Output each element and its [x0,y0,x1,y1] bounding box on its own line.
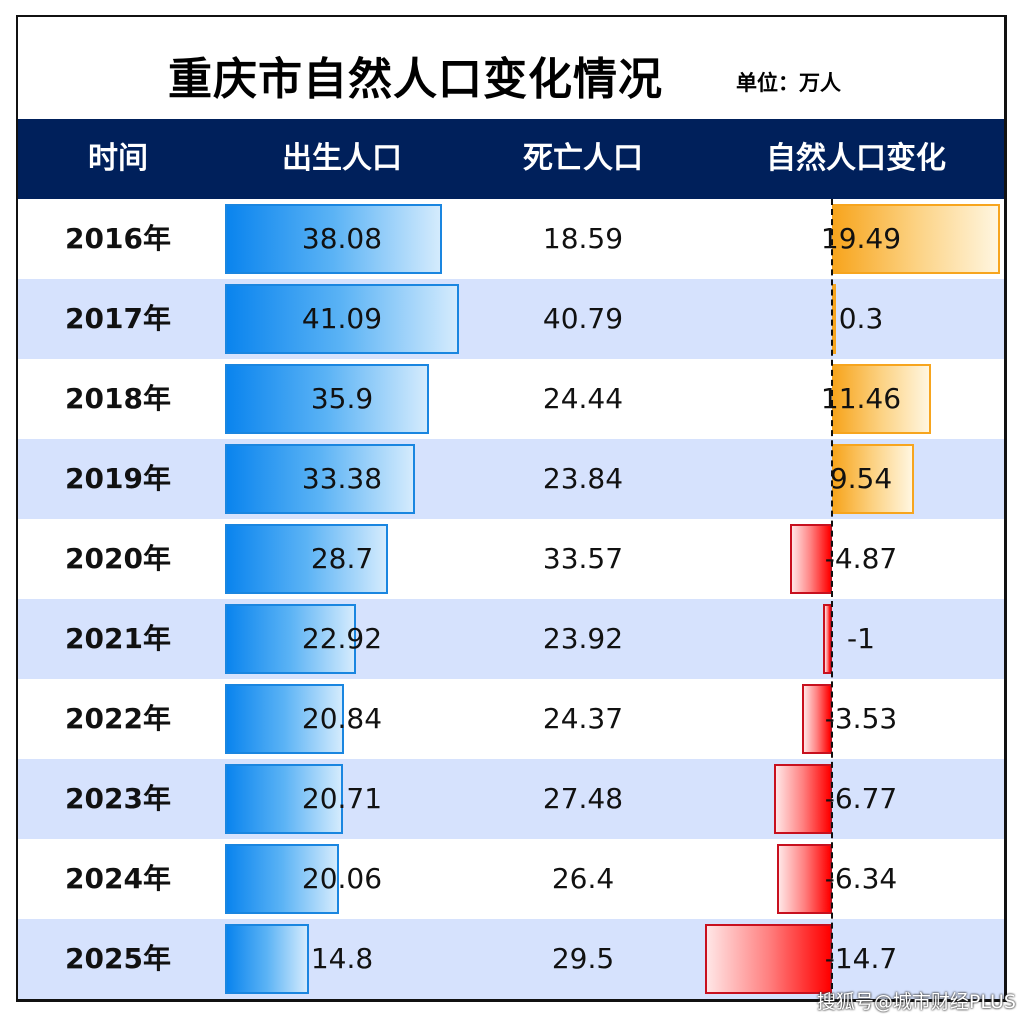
table-row: 2024年 20.06 26.4 -6.34 [18,839,1004,919]
table-row: 2020年 28.7 33.57 -4.87 [18,519,1004,599]
death-value: 23.92 [542,622,624,655]
year-label: 2023年 [65,782,171,815]
year-label: 2022年 [65,702,171,735]
birth-value: 38.08 [301,222,383,255]
birth-value: 20.06 [301,862,383,895]
death-value: 40.79 [542,302,624,335]
year-label: 2024年 [65,862,171,895]
year-label: 2018年 [65,382,171,415]
death-value: 24.37 [542,702,624,735]
natural-change-value: -3.53 [824,702,898,735]
table-row: 2023年 20.71 27.48 -6.77 [18,759,1004,839]
natural-increase-bar [832,204,1000,274]
birth-value: 14.8 [310,942,374,975]
death-value: 24.44 [542,382,624,415]
birth-value: 35.9 [310,382,374,415]
birth-bar [225,284,459,354]
year-label: 2025年 [65,942,171,975]
birth-bar [225,764,343,834]
birth-bar [225,364,429,434]
natural-decrease-bar [777,844,832,914]
title-row: 重庆市自然人口变化情况 单位：万人 [18,17,1004,119]
chart-frame: 重庆市自然人口变化情况 单位：万人 时间 出生人口 死亡人口 自然人口变化 20… [16,15,1007,1002]
table-row: 2019年 33.38 23.84 9.54 [18,439,1004,519]
birth-bar [225,444,415,514]
natural-change-value: 19.49 [820,222,902,255]
natural-decrease-bar [705,924,832,994]
death-value: 23.84 [542,462,624,495]
birth-bar [225,684,344,754]
table-body: 2016年 38.08 18.59 19.49 2017年 41.09 40.79 0.3 20… [18,199,1004,999]
natural-increase-bar [832,284,836,354]
natural-change-value: 11.46 [820,382,902,415]
birth-value: 20.71 [301,782,383,815]
birth-value: 41.09 [301,302,383,335]
birth-value: 22.92 [301,622,383,655]
zero-axis-line [831,199,833,999]
natural-change-value: -14.7 [824,942,898,975]
natural-change-value: 0.3 [838,302,884,335]
chart-title: 重庆市自然人口变化情况 [168,54,663,105]
year-label: 2020年 [65,542,171,575]
table-row: 2016年 38.08 18.59 19.49 [18,199,1004,279]
year-label: 2016年 [65,222,171,255]
column-header-births: 出生人口 [282,141,402,176]
death-value: 29.5 [551,942,615,975]
table-row: 2021年 22.92 23.92 -1 [18,599,1004,679]
death-value: 26.4 [551,862,615,895]
column-header-natural-change: 自然人口变化 [766,141,946,176]
birth-value: 33.38 [301,462,383,495]
watermark: 搜狐号@城市财经PLUS [816,991,1016,1013]
table-row: 2025年 14.8 29.5 -14.7 [18,919,1004,999]
year-label: 2021年 [65,622,171,655]
birth-bar [225,924,309,994]
table-row: 2022年 20.84 24.37 -3.53 [18,679,1004,759]
table-row: 2018年 35.9 24.44 11.46 [18,359,1004,439]
table-row: 2017年 41.09 40.79 0.3 [18,279,1004,359]
birth-bar [225,204,442,274]
natural-change-value: 9.54 [829,462,893,495]
natural-change-value: -1 [847,622,875,655]
birth-bar [225,604,356,674]
natural-change-value: -4.87 [824,542,898,575]
unit-label: 单位：万人 [736,71,841,95]
column-header-time: 时间 [88,141,148,176]
birth-bar [225,844,339,914]
death-value: 27.48 [542,782,624,815]
birth-value: 28.7 [310,542,374,575]
natural-change-value: -6.77 [824,782,898,815]
year-label: 2017年 [65,302,171,335]
natural-decrease-bar [790,524,832,594]
birth-bar [225,524,388,594]
natural-increase-bar [832,364,931,434]
column-header-deaths: 死亡人口 [523,141,643,176]
natural-increase-bar [832,444,914,514]
natural-change-value: -6.34 [824,862,898,895]
death-value: 18.59 [542,222,624,255]
death-value: 33.57 [542,542,624,575]
year-label: 2019年 [65,462,171,495]
birth-value: 20.84 [301,702,383,735]
table-header: 时间 出生人口 死亡人口 自然人口变化 [18,119,1004,199]
